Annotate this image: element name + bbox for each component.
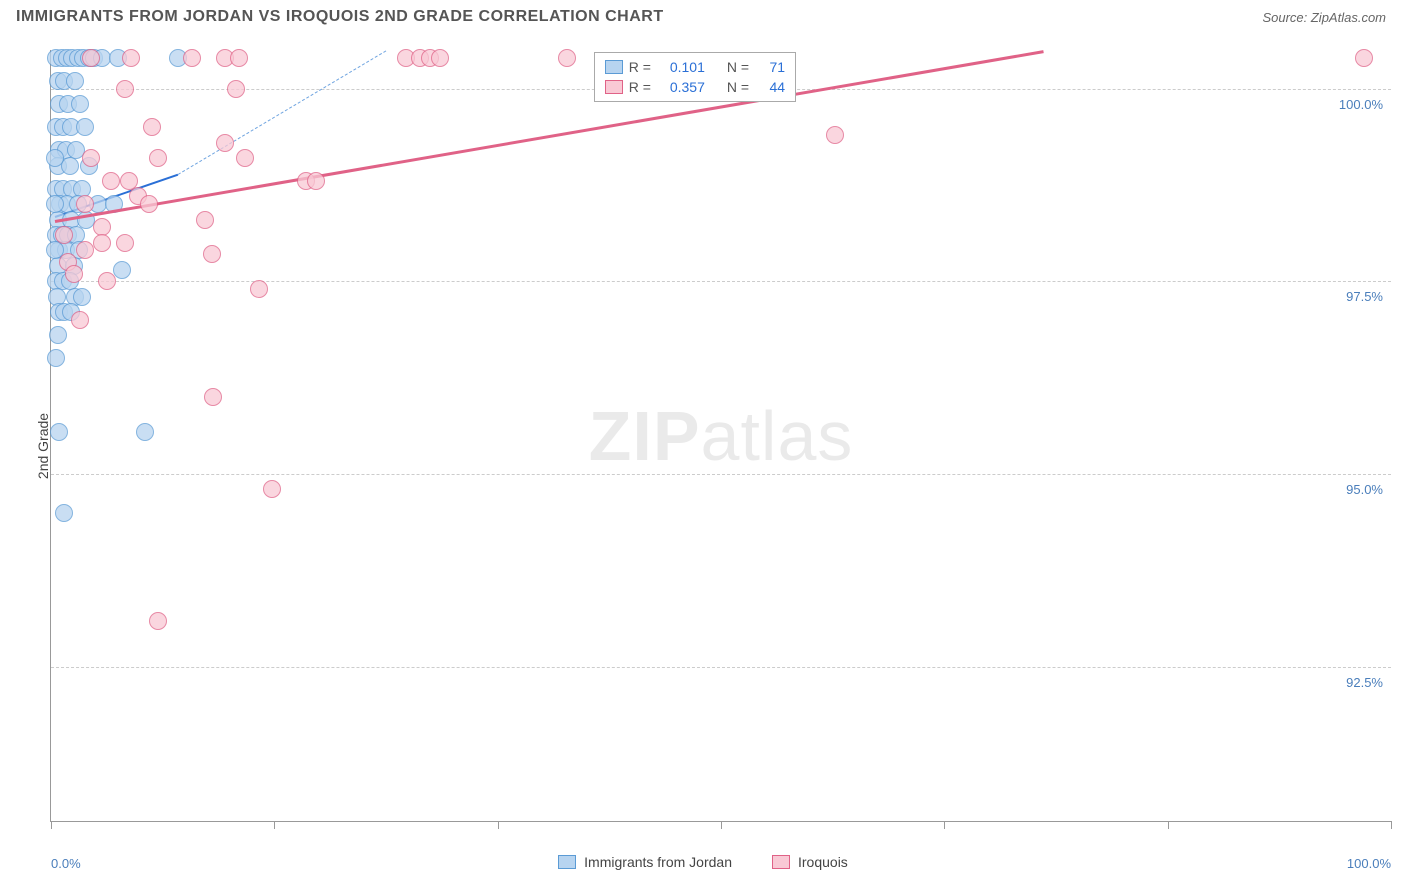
data-point bbox=[76, 118, 94, 136]
legend-label: Iroquois bbox=[798, 854, 848, 870]
data-point bbox=[1355, 49, 1373, 67]
data-point bbox=[236, 149, 254, 167]
data-point bbox=[149, 149, 167, 167]
swatch-icon bbox=[772, 855, 790, 869]
data-point bbox=[203, 245, 221, 263]
data-point bbox=[73, 288, 91, 306]
n-value: 44 bbox=[755, 79, 785, 95]
stats-row: R = 0.101 N = 71 bbox=[605, 57, 785, 77]
data-point bbox=[227, 80, 245, 98]
data-point bbox=[116, 80, 134, 98]
x-tick bbox=[721, 821, 722, 829]
data-point bbox=[76, 241, 94, 259]
gridline bbox=[51, 667, 1391, 668]
data-point bbox=[196, 211, 214, 229]
data-point bbox=[93, 234, 111, 252]
y-tick-label: 95.0% bbox=[1346, 482, 1383, 497]
data-point bbox=[204, 388, 222, 406]
x-tick bbox=[944, 821, 945, 829]
data-point bbox=[65, 265, 83, 283]
n-label: N = bbox=[727, 59, 749, 75]
data-point bbox=[46, 195, 64, 213]
data-point bbox=[82, 49, 100, 67]
gridline bbox=[51, 474, 1391, 475]
data-point bbox=[216, 134, 234, 152]
data-point bbox=[250, 280, 268, 298]
swatch-icon bbox=[558, 855, 576, 869]
y-tick-label: 92.5% bbox=[1346, 675, 1383, 690]
data-point bbox=[50, 423, 68, 441]
trend-line bbox=[55, 50, 1044, 223]
source-attribution: Source: ZipAtlas.com bbox=[1262, 10, 1386, 25]
data-point bbox=[122, 49, 140, 67]
data-point bbox=[140, 195, 158, 213]
data-point bbox=[47, 349, 65, 367]
trend-line bbox=[178, 50, 386, 174]
x-tick bbox=[274, 821, 275, 829]
data-point bbox=[76, 195, 94, 213]
x-tick bbox=[1168, 821, 1169, 829]
data-point bbox=[136, 423, 154, 441]
r-label: R = bbox=[629, 59, 651, 75]
x-tick bbox=[51, 821, 52, 829]
n-label: N = bbox=[727, 79, 749, 95]
x-tick bbox=[498, 821, 499, 829]
legend-item-iroquois: Iroquois bbox=[772, 854, 848, 870]
y-tick-label: 100.0% bbox=[1339, 97, 1383, 112]
data-point bbox=[66, 72, 84, 90]
data-point bbox=[143, 118, 161, 136]
data-point bbox=[826, 126, 844, 144]
n-value: 71 bbox=[755, 59, 785, 75]
data-point bbox=[46, 149, 64, 167]
watermark: ZIPatlas bbox=[589, 396, 854, 476]
y-axis-label: 2nd Grade bbox=[35, 413, 51, 479]
x-tick bbox=[1391, 821, 1392, 829]
legend-item-jordan: Immigrants from Jordan bbox=[558, 854, 732, 870]
chart-title: IMMIGRANTS FROM JORDAN VS IROQUOIS 2ND G… bbox=[16, 8, 664, 26]
y-tick-label: 97.5% bbox=[1346, 289, 1383, 304]
data-point bbox=[116, 234, 134, 252]
data-point bbox=[98, 272, 116, 290]
data-point bbox=[149, 612, 167, 630]
data-point bbox=[71, 95, 89, 113]
data-point bbox=[49, 326, 67, 344]
r-label: R = bbox=[629, 79, 651, 95]
data-point bbox=[431, 49, 449, 67]
scatter-plot: ZIPatlas 92.5%95.0%97.5%100.0%0.0%100.0%… bbox=[50, 50, 1391, 822]
data-point bbox=[263, 480, 281, 498]
data-point bbox=[82, 149, 100, 167]
r-value: 0.101 bbox=[657, 59, 705, 75]
data-point bbox=[183, 49, 201, 67]
stats-legend: R = 0.101 N = 71 R = 0.357 N = 44 bbox=[594, 52, 796, 102]
data-point bbox=[307, 172, 325, 190]
data-point bbox=[230, 49, 248, 67]
r-value: 0.357 bbox=[657, 79, 705, 95]
stats-row: R = 0.357 N = 44 bbox=[605, 77, 785, 97]
data-point bbox=[113, 261, 131, 279]
data-point bbox=[55, 226, 73, 244]
legend-label: Immigrants from Jordan bbox=[584, 854, 732, 870]
bottom-legend: Immigrants from Jordan Iroquois bbox=[0, 854, 1406, 870]
data-point bbox=[55, 504, 73, 522]
data-point bbox=[71, 311, 89, 329]
swatch-icon bbox=[605, 60, 623, 74]
data-point bbox=[102, 172, 120, 190]
data-point bbox=[558, 49, 576, 67]
swatch-icon bbox=[605, 80, 623, 94]
